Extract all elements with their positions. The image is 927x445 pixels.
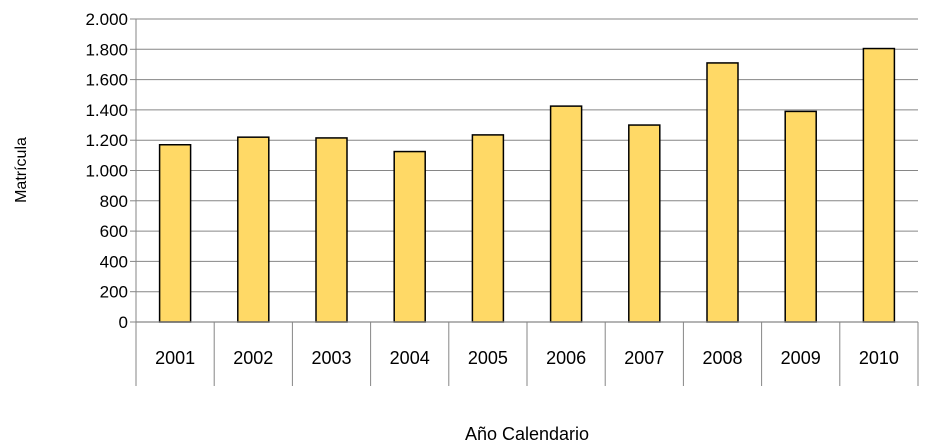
x-tick-label: 2003: [311, 348, 351, 368]
bar-2007: [628, 124, 661, 323]
y-tick-label: 1.200: [85, 131, 128, 150]
x-tick-label: 2006: [546, 348, 586, 368]
bar-2001: [158, 143, 192, 323]
y-tick-label: 1.400: [85, 101, 128, 120]
bar-2006: [549, 105, 583, 323]
y-tick-label: 600: [100, 222, 128, 241]
y-tick-label: 800: [100, 192, 128, 211]
y-tick-label: 200: [100, 283, 128, 302]
x-tick-label: 2004: [390, 348, 430, 368]
bar-2008: [706, 62, 739, 323]
y-tick-label: 1.000: [85, 162, 128, 181]
x-tick-label: 2002: [233, 348, 273, 368]
y-tick-label: 400: [100, 252, 128, 271]
x-axis-label: Año Calendario: [465, 424, 589, 444]
bar-2010: [862, 47, 896, 323]
x-axis: 2001 2002 2003 2004 2005 2006 2007 2008 2009 2010: [135, 321, 919, 386]
x-tick-label: 2008: [702, 348, 742, 368]
y-axis-ticks: 0 200 400 600 800 1.000 1.200 1.400 1.600 1.800 2.…: [85, 10, 128, 332]
x-tick-label: 2007: [624, 348, 664, 368]
x-tick-label: 2001: [155, 348, 195, 368]
y-tick-label: 2.000: [85, 10, 128, 29]
x-tick-label: 2010: [859, 348, 899, 368]
y-tick-label: 1.600: [85, 71, 128, 90]
bar-2005: [471, 134, 505, 323]
bar-2004: [393, 150, 426, 323]
y-tick-label: 1.800: [85, 40, 128, 59]
bar-2009: [784, 110, 817, 323]
bars: [158, 47, 896, 323]
x-tick-label: 2009: [781, 348, 821, 368]
y-tick-label: 0: [119, 313, 128, 332]
bar-2003: [315, 137, 348, 323]
y-axis-label: Matrícula: [13, 137, 30, 203]
bar-2002: [237, 136, 270, 323]
x-tick-label: 2005: [468, 348, 508, 368]
